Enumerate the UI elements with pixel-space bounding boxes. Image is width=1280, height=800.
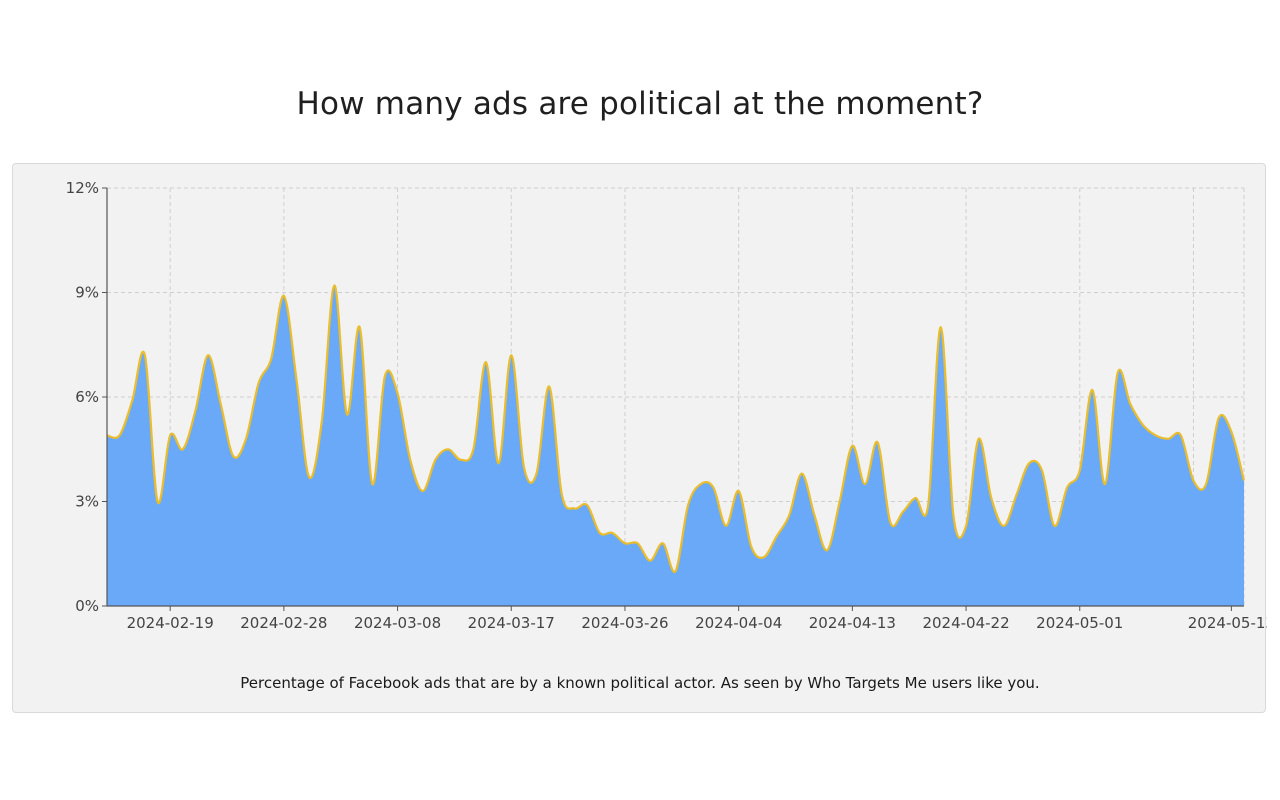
y-axis-ticks: 0% 3% 6% 9% 12% bbox=[66, 179, 107, 615]
x-tick-label: 2024-03-26 bbox=[581, 614, 668, 632]
x-tick-label: 2024-05-01 bbox=[1036, 614, 1123, 632]
x-tick-label: 2024-05-13 bbox=[1188, 614, 1267, 632]
x-axis-ticks: 2024-02-19 2024-02-28 2024-03-08 2024-03-17… bbox=[127, 606, 1267, 632]
x-tick-label: 2024-03-08 bbox=[354, 614, 441, 632]
y-tick-label: 12% bbox=[66, 179, 99, 197]
y-tick-label: 9% bbox=[75, 284, 99, 302]
x-tick-label: 2024-03-17 bbox=[468, 614, 555, 632]
x-tick-label: 2024-04-13 bbox=[809, 614, 896, 632]
y-tick-label: 6% bbox=[75, 388, 99, 406]
x-tick-label: 2024-02-28 bbox=[240, 614, 327, 632]
area-layer bbox=[106, 284, 1246, 606]
chart-card: 0% 3% 6% 9% 12% 2024-02-19 2024-02-28 2024-03-… bbox=[12, 163, 1267, 713]
y-tick-label: 3% bbox=[75, 493, 99, 511]
series-line bbox=[106, 284, 1246, 574]
x-tick-label: 2024-04-22 bbox=[922, 614, 1009, 632]
chart-caption: Percentage of Facebook ads that are by a… bbox=[240, 674, 1040, 692]
area-chart: 0% 3% 6% 9% 12% 2024-02-19 2024-02-28 2024-03-… bbox=[66, 179, 1267, 632]
y-tick-label: 0% bbox=[75, 597, 99, 615]
page-title: How many ads are political at the moment… bbox=[296, 86, 984, 122]
x-tick-label: 2024-04-04 bbox=[695, 614, 782, 632]
x-tick-label: 2024-02-19 bbox=[127, 614, 214, 632]
area-fill bbox=[107, 285, 1244, 606]
